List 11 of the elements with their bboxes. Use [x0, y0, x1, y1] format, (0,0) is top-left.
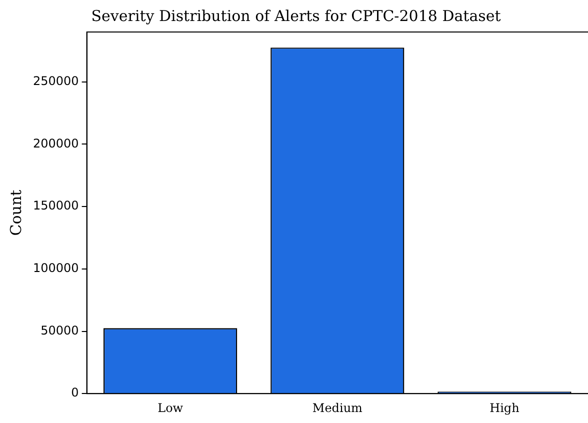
y-tick-label: 0: [71, 386, 79, 400]
x-tick-label: Low: [158, 400, 184, 415]
y-tick-label: 200000: [32, 136, 79, 150]
chart-title: Severity Distribution of Alerts for CPTC-2018 Dataset: [91, 6, 501, 25]
x-tick-label: High: [490, 400, 520, 415]
y-tick-label: 250000: [32, 74, 79, 88]
y-tick-label: 100000: [32, 261, 79, 276]
x-tick-label: Medium: [312, 400, 364, 415]
y-axis-title: Count: [6, 190, 25, 236]
y-tick-label: 50000: [40, 323, 79, 338]
y-tick-label: 150000: [32, 198, 79, 213]
